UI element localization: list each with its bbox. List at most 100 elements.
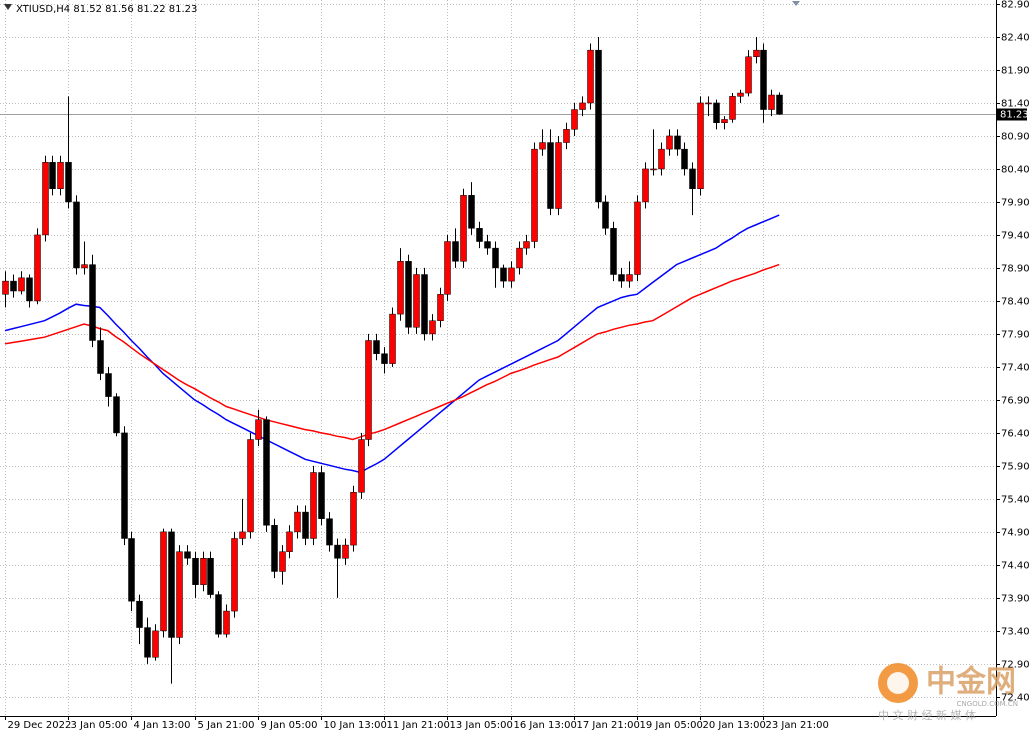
candle-body (105, 373, 112, 397)
candle-body (579, 102, 586, 110)
y-tick-label: 74.40 (1001, 561, 1030, 572)
y-tick-label: 72.40 (1001, 693, 1030, 704)
candle-body (144, 627, 151, 658)
candle-body (373, 340, 380, 354)
x-tick-label: 11 Jan 21:00 (387, 720, 450, 731)
candle-body (81, 264, 88, 269)
candle-body (460, 195, 467, 262)
candle-body (49, 162, 56, 189)
candle-body (405, 261, 412, 328)
watermark-name: 中金网 (926, 665, 1016, 700)
candle-body (674, 135, 681, 150)
candle-body (2, 280, 9, 295)
candle-body (563, 129, 570, 143)
candle-body (184, 551, 191, 559)
x-tick-label: 29 Dec 2022 (8, 720, 72, 731)
candle-body (437, 294, 444, 321)
candle-body (73, 201, 80, 269)
x-tick-label: 20 Jan 13:00 (703, 720, 766, 731)
candle-body (326, 518, 333, 546)
candle-body (121, 432, 128, 539)
candle-body (365, 340, 372, 440)
candle-body (294, 511, 301, 533)
candle-body (476, 228, 483, 242)
candle-body (768, 94, 775, 110)
candle-body (57, 162, 64, 189)
y-tick-label: 77.40 (1001, 363, 1030, 374)
candle-body (271, 525, 278, 572)
candle-body (136, 600, 143, 628)
candle-body (200, 558, 207, 585)
candle-body (618, 274, 625, 282)
x-tick-label: 5 Jan 21:00 (198, 720, 255, 731)
last-price-box (997, 108, 1027, 121)
candle-body (176, 551, 183, 638)
candle-body (500, 267, 507, 282)
y-tick-label: 75.90 (1001, 462, 1030, 473)
y-tick-label: 81.90 (1001, 66, 1030, 77)
candle-body (444, 241, 451, 295)
candle-body (484, 241, 491, 249)
x-tick-label: 17 Jan 21:00 (577, 720, 640, 731)
x-tick-label: 23 Jan 21:00 (766, 720, 829, 731)
shift-marker (792, 1, 800, 6)
candle-body (697, 102, 704, 189)
candle-body (737, 92, 744, 97)
menu-arrow (4, 4, 12, 10)
y-tick-label: 82.90 (1001, 0, 1030, 11)
candle-body (89, 264, 96, 341)
y-tick-label: 73.40 (1001, 627, 1030, 638)
candle-body (397, 261, 404, 315)
chart-title: XTIUSD,H4 81.52 81.56 81.22 81.23 (16, 4, 197, 15)
candle-body (555, 142, 562, 209)
candle-body (18, 277, 25, 292)
candle-body (263, 419, 270, 526)
candle-body (421, 274, 428, 335)
candle-body (658, 148, 665, 170)
candle-body (231, 538, 238, 612)
candle-body (745, 56, 752, 94)
candle-body (279, 551, 286, 572)
candle-body (26, 277, 33, 302)
candle-body (689, 168, 696, 189)
candle-body (776, 94, 783, 115)
x-tick-label: 10 Jan 13:00 (324, 720, 387, 731)
candle-body (587, 49, 594, 104)
candle-body (168, 531, 175, 638)
watermark-site: CNGOLD.COM.CN (957, 700, 1018, 708)
candle-body (350, 492, 357, 546)
candle-body (681, 148, 688, 170)
candle-body (65, 162, 72, 203)
candle-body (128, 538, 135, 602)
candle-body (531, 148, 538, 242)
candle-body (508, 267, 515, 282)
y-tick-label: 80.90 (1001, 132, 1030, 143)
candle-body (286, 531, 293, 552)
logo-inner (887, 672, 909, 694)
candle-body (666, 135, 673, 150)
candle-body (223, 610, 230, 635)
candle-body (34, 234, 41, 302)
candle-body (342, 544, 349, 559)
last-price-label: 81.23 (1000, 110, 1029, 121)
x-tick-label: 16 Jan 13:00 (514, 720, 577, 731)
candle-body (602, 201, 609, 229)
y-tick-label: 77.90 (1001, 330, 1030, 341)
candle-body (634, 201, 641, 275)
moving-average (4, 263, 780, 441)
y-tick-label: 74.90 (1001, 528, 1030, 539)
y-tick-label: 76.90 (1001, 396, 1030, 407)
candle-body (113, 396, 120, 434)
y-tick-label: 72.90 (1001, 660, 1030, 671)
y-tick-label: 76.40 (1001, 429, 1030, 440)
candle-body (571, 109, 578, 130)
candle-body (334, 544, 341, 559)
y-tick-label: 78.40 (1001, 297, 1030, 308)
x-tick-label: 4 Jan 13:00 (134, 720, 191, 731)
candle-body (358, 439, 365, 493)
y-tick-label: 78.90 (1001, 264, 1030, 275)
candle-body (452, 241, 459, 262)
candle-body (547, 142, 554, 209)
x-tick-label: 9 Jan 05:00 (261, 720, 318, 731)
